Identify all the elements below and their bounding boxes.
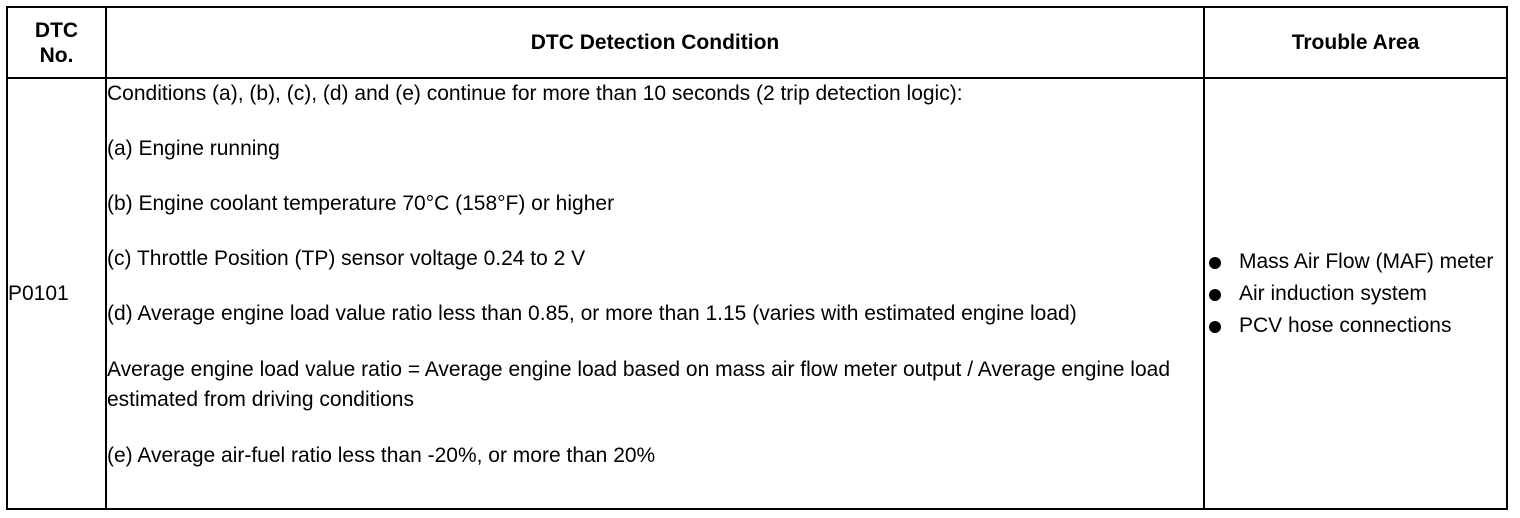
detection-conditions: Conditions (a), (b), (c), (d) and (e) co… [105, 77, 1205, 510]
table-row: P0101 Conditions (a), (b), (c), (d) and … [6, 77, 1508, 510]
condition-b: (b) Engine coolant temperature 70°C (158… [107, 192, 615, 215]
table-header-row: DTC No. DTC Detection Condition Trouble … [6, 6, 1508, 79]
list-item: Mass Air Flow (MAF) meter [1205, 246, 1506, 278]
condition-e: (e) Average air-fuel ratio less than -20… [107, 444, 656, 467]
header-dtc-no: DTC No. [6, 6, 107, 79]
condition-intro: Conditions (a), (b), (c), (d) and (e) co… [107, 82, 963, 105]
condition-c: (c) Throttle Position (TP) sensor voltag… [107, 247, 586, 270]
list-item: PCV hose connections [1205, 310, 1506, 342]
list-item: Air induction system [1205, 278, 1506, 310]
dtc-table: DTC No. DTC Detection Condition Trouble … [6, 6, 1508, 510]
trouble-area-cell: Mass Air Flow (MAF) meter Air induction … [1203, 77, 1508, 510]
trouble-area-list: Mass Air Flow (MAF) meter Air induction … [1205, 246, 1506, 342]
condition-d: (d) Average engine load value ratio less… [107, 302, 1077, 325]
header-trouble-area: Trouble Area [1203, 6, 1508, 79]
condition-ratio-definition: Average engine load value ratio = Averag… [107, 358, 1170, 411]
header-detection-condition: DTC Detection Condition [105, 6, 1205, 79]
condition-a: (a) Engine running [107, 137, 280, 160]
dtc-code: P0101 [6, 77, 107, 510]
